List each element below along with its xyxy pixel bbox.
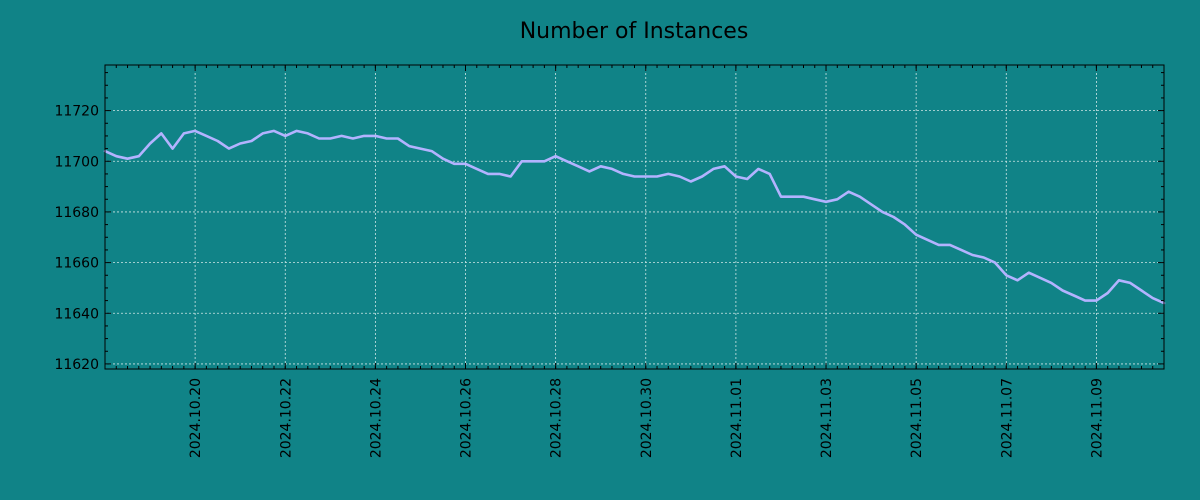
chart-title: Number of Instances [520,19,749,44]
y-tick-label: 11680 [54,205,99,221]
x-tick-label: 2024.10.26 [459,378,475,458]
y-tick-label: 11720 [54,104,99,120]
series-layer [103,129,1166,305]
x-tick-label: 2024.10.22 [278,378,294,458]
y-tick-label: 11640 [54,306,99,322]
x-tick-label: 2024.10.24 [368,378,384,458]
x-tick-label: 2024.11.07 [999,378,1015,458]
y-tick-label: 11620 [54,357,99,373]
y-tick-label: 11660 [54,256,99,272]
grid [105,65,1164,369]
x-tick-label: 2024.11.09 [1089,378,1105,458]
x-tick-label: 2024.10.28 [549,378,565,458]
x-tick-label: 2024.10.20 [188,378,204,458]
y-tick-label: 11700 [54,154,99,170]
series-line [103,129,1166,305]
x-tick-label: 2024.11.05 [909,378,925,458]
axes: 11620 11640 11660 11680 11700 11720 2024.10.20… [54,65,1165,458]
x-tick-label: 2024.11.03 [819,378,835,458]
x-tick-label: 2024.10.30 [639,378,655,458]
x-tick-label: 2024.11.01 [729,378,745,458]
